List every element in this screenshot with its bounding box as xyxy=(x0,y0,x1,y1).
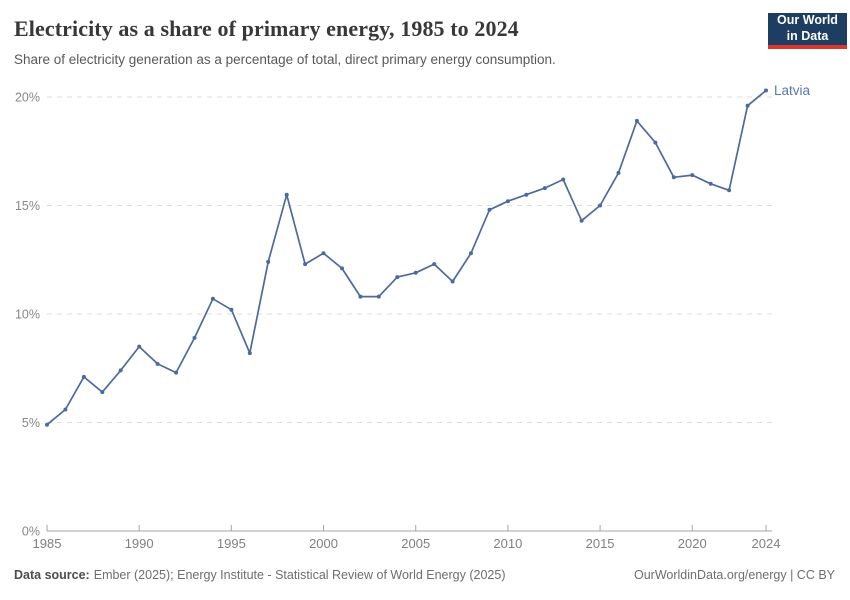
data-point xyxy=(229,307,234,312)
y-axis-tick-label: 15% xyxy=(15,199,40,213)
data-point xyxy=(450,279,455,284)
data-point xyxy=(727,188,732,193)
x-axis-tick-label: 2020 xyxy=(678,536,707,551)
data-point xyxy=(690,173,695,178)
line-series-latvia[interactable] xyxy=(45,88,768,427)
datasource-label: Data source: xyxy=(14,568,90,582)
y-axis-tick-label: 20% xyxy=(15,91,40,105)
data-point xyxy=(137,344,142,349)
chart-subtitle: Share of electricity generation as a per… xyxy=(14,52,556,67)
x-axis-tick-label: 2015 xyxy=(586,536,615,551)
data-point xyxy=(505,199,510,204)
x-axis-tick-label: 1995 xyxy=(217,536,246,551)
y-axis-tick-label: 5% xyxy=(22,416,40,430)
data-point xyxy=(579,218,584,223)
x-axis-tick-label: 1990 xyxy=(125,536,154,551)
data-point xyxy=(616,170,621,175)
datasource-text: Ember (2025); Energy Institute - Statist… xyxy=(93,568,506,582)
data-point xyxy=(303,262,308,267)
data-point xyxy=(321,251,326,256)
data-point xyxy=(653,140,658,145)
data-point xyxy=(100,390,105,395)
data-point xyxy=(247,351,252,356)
data-point xyxy=(45,422,49,427)
data-point xyxy=(432,262,437,267)
datasource: Data source: Ember (2025); Energy Institu… xyxy=(14,568,505,582)
data-point xyxy=(118,368,123,373)
series-label-latvia[interactable]: Latvia xyxy=(774,83,811,98)
data-point xyxy=(487,207,492,212)
data-point xyxy=(358,294,363,299)
data-point xyxy=(542,186,547,191)
x-axis-tick-label: 1985 xyxy=(33,536,62,551)
data-point xyxy=(413,270,418,275)
footer-license-link[interactable]: OurWorldinData.org/energy | CC BY xyxy=(633,568,835,582)
data-point xyxy=(671,175,676,180)
data-point xyxy=(155,361,160,366)
data-point xyxy=(81,374,86,379)
x-axis-tick-label: 2024 xyxy=(752,536,781,551)
data-point xyxy=(376,294,381,299)
owid-logo-line1: Our World xyxy=(777,13,838,28)
data-point xyxy=(210,296,215,301)
data-point xyxy=(634,118,639,123)
y-axis-tick-label: 0% xyxy=(22,525,40,539)
chart-footer: Data source: Ember (2025); Energy Institu… xyxy=(14,568,835,582)
data-point xyxy=(745,103,750,108)
data-point xyxy=(192,335,197,340)
data-point xyxy=(266,259,271,264)
y-axis-tick-label: 10% xyxy=(15,308,40,322)
data-point xyxy=(598,203,603,208)
data-point xyxy=(63,407,68,412)
x-axis-tick-label: 2005 xyxy=(401,536,430,551)
data-point xyxy=(395,275,400,280)
data-point xyxy=(561,177,566,182)
data-point xyxy=(764,88,768,93)
x-axis-tick-label: 2000 xyxy=(309,536,338,551)
data-point xyxy=(284,192,289,197)
line-chart: 0% 5% 10% 15% 20% 1985 1990 1995 2000 2005 2010 201… xyxy=(15,83,811,551)
data-point xyxy=(708,181,713,186)
series-line xyxy=(46,89,767,426)
owid-logo: Our World in Data xyxy=(768,13,847,49)
data-point xyxy=(174,370,179,375)
page-title: Electricity as a share of primary energy… xyxy=(14,16,519,41)
owid-logo-line2: in Data xyxy=(786,29,829,43)
data-point xyxy=(524,192,529,197)
data-point xyxy=(340,266,344,271)
data-point xyxy=(469,251,473,256)
x-axis-tick-label: 2010 xyxy=(493,536,522,551)
